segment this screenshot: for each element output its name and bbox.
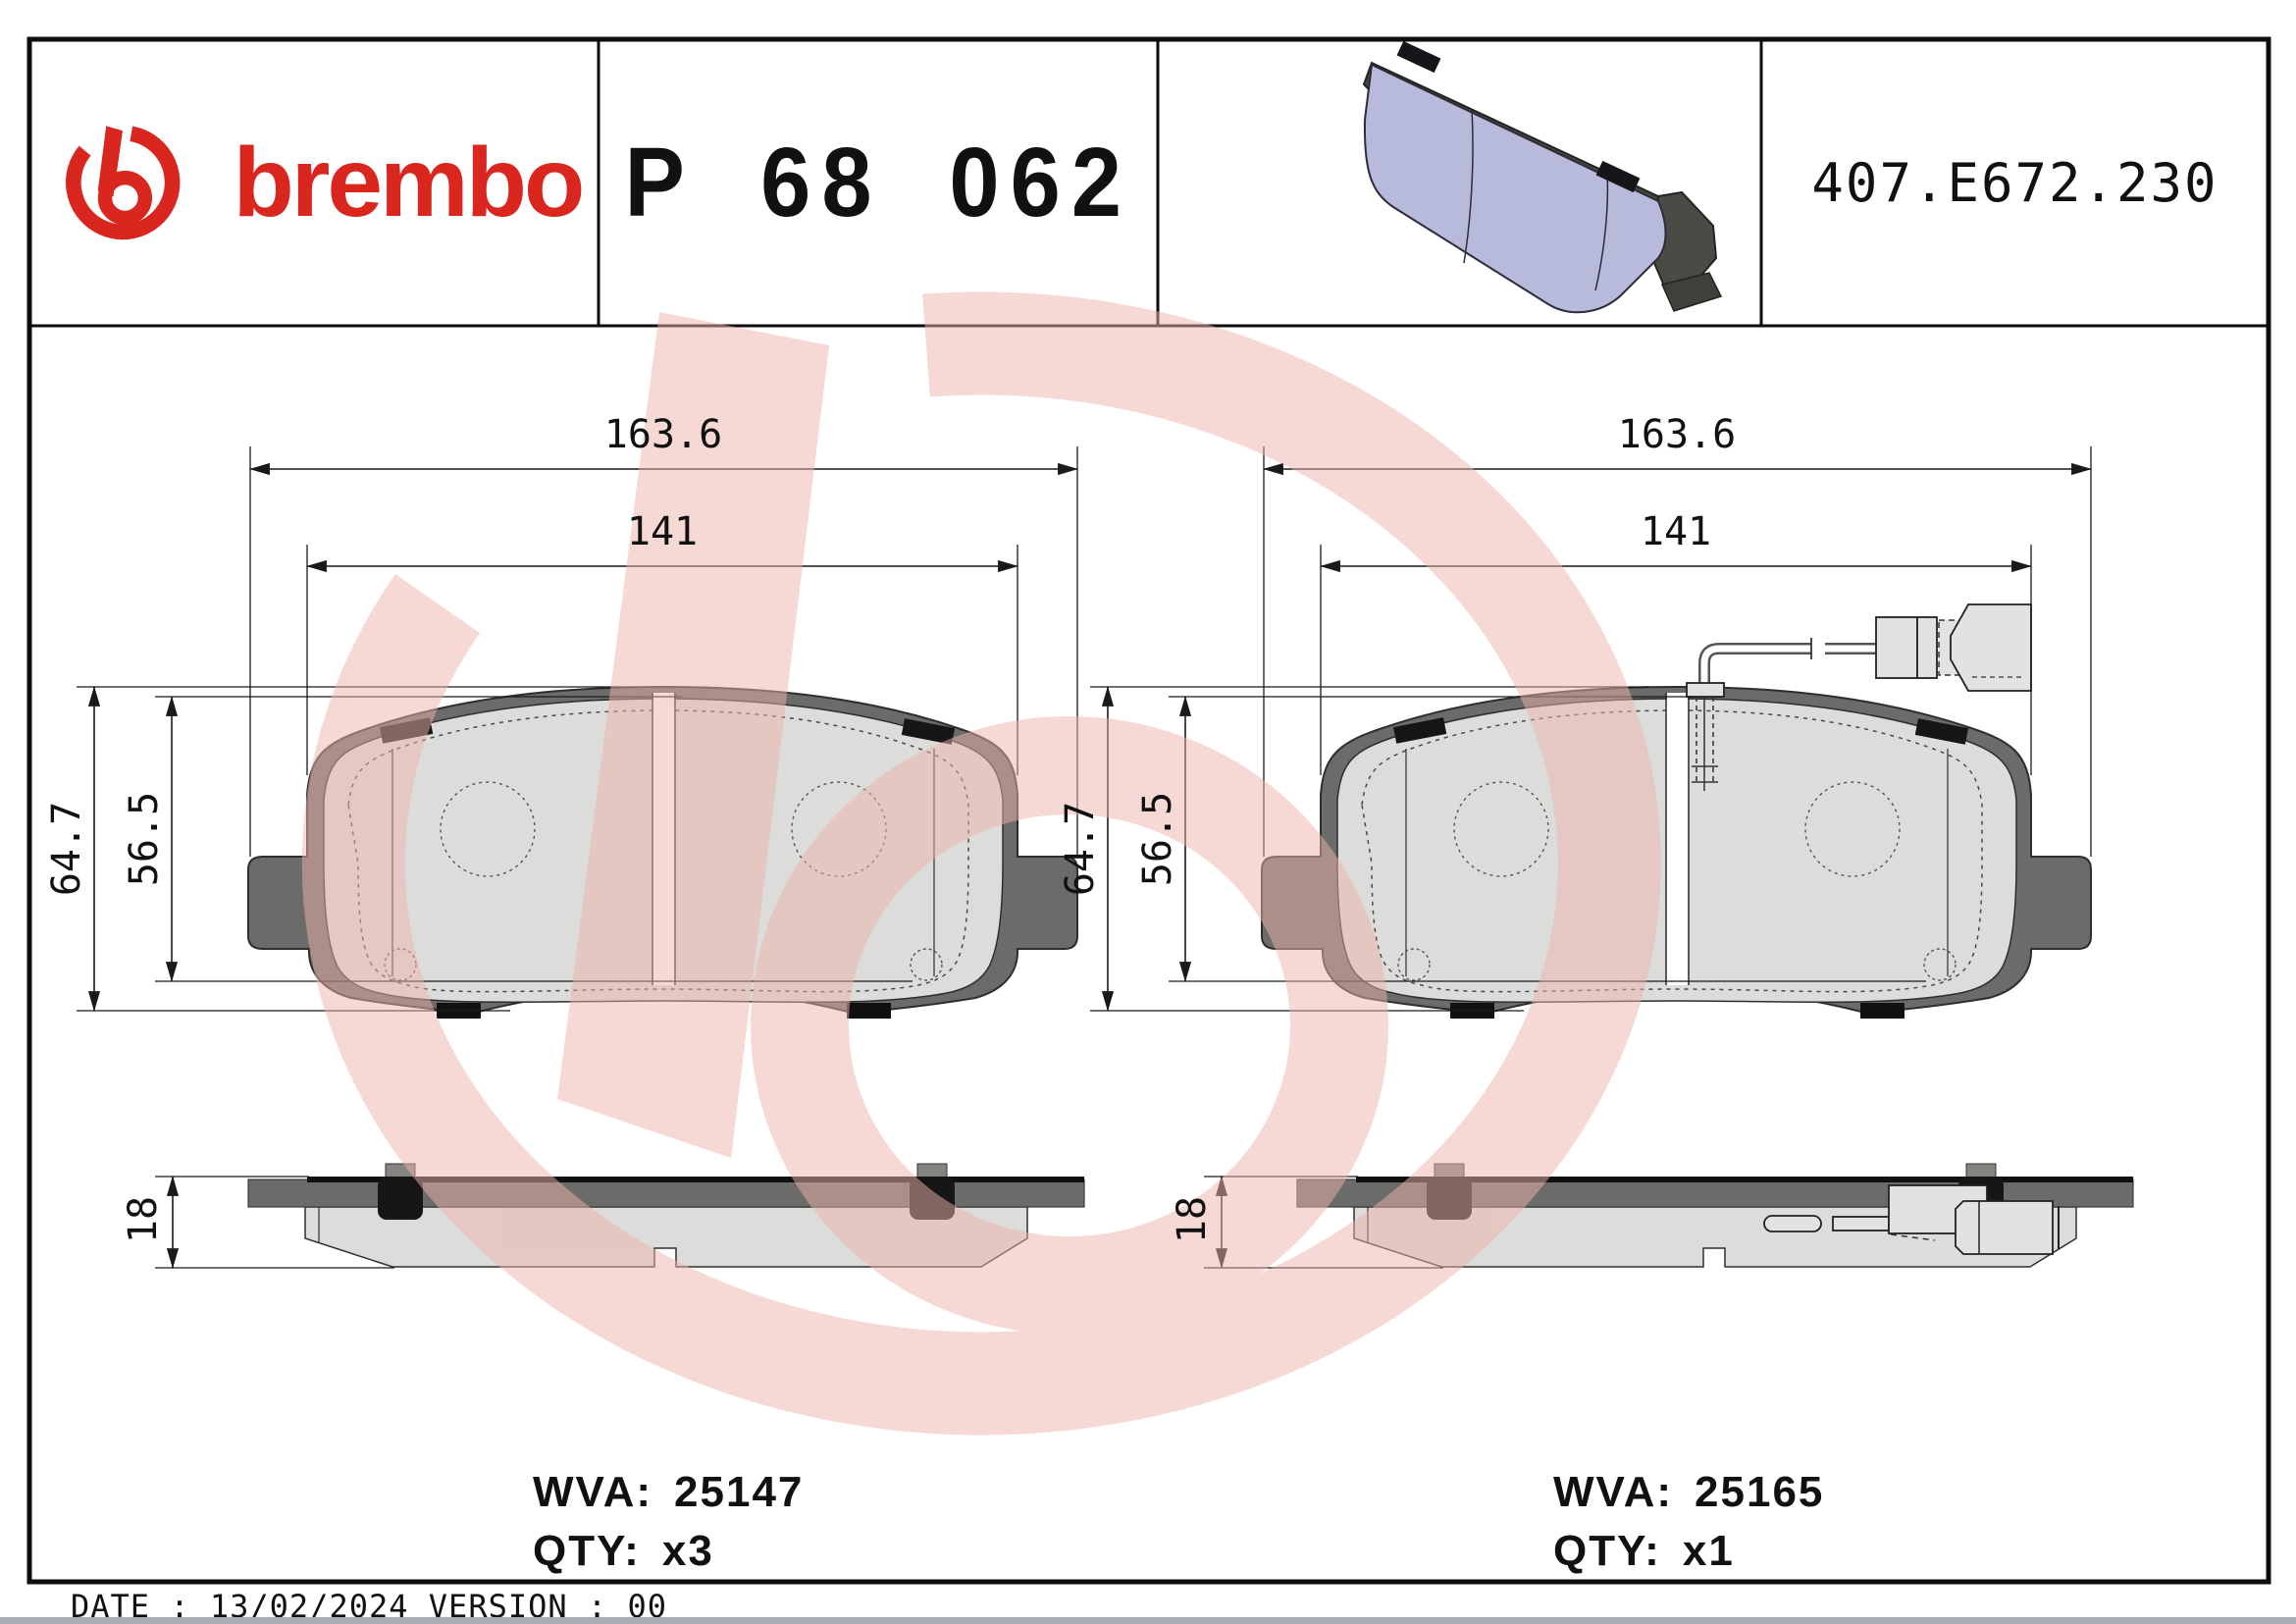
dim-thickness-right: 18 xyxy=(1170,1195,1215,1244)
brand-wordmark: brembo xyxy=(233,127,586,237)
qty-row: QTY: x1 xyxy=(1553,1527,1877,1576)
wva-value: 25165 xyxy=(1695,1468,1825,1516)
wva-label: WVA: xyxy=(533,1468,653,1516)
qty-value: x3 xyxy=(661,1527,714,1575)
part-number: P 68 062 xyxy=(624,127,1132,237)
wva-label: WVA: xyxy=(1553,1468,1674,1516)
dim-overall-width-right: 163.6 xyxy=(1617,412,1737,457)
dim-overall-height-left: 64.7 xyxy=(44,801,89,897)
qty-label: QTY: xyxy=(533,1527,641,1575)
dim-pad-width-left: 141 xyxy=(626,509,699,554)
dim-thickness-left: 18 xyxy=(121,1195,166,1244)
wva-row: WVA: 25147 xyxy=(533,1468,857,1517)
scan-edge-strip xyxy=(0,1617,2296,1624)
wva-value: 25147 xyxy=(674,1468,805,1516)
dim-pad-height-right: 56.5 xyxy=(1135,791,1180,887)
right-pad-info: WVA: 25165 QTY: x1 xyxy=(1553,1468,1877,1586)
brand-cell: brembo xyxy=(59,39,594,326)
part-number-cell: P 68 062 xyxy=(599,39,1158,326)
left-pad-info: WVA: 25147 QTY: x3 xyxy=(533,1468,857,1586)
qty-row: QTY: x3 xyxy=(533,1527,857,1576)
qty-value: x1 xyxy=(1682,1527,1735,1575)
wear-sensor-side xyxy=(1763,1184,2060,1255)
dim-overall-height-right: 64.7 xyxy=(1058,801,1103,897)
qty-label: QTY: xyxy=(1553,1527,1661,1575)
dim-overall-width-left: 163.6 xyxy=(603,412,723,457)
catalog-number: 407.E672.230 xyxy=(1811,151,2218,214)
wva-row: WVA: 25165 xyxy=(1553,1468,1877,1517)
brembo-logo-mark xyxy=(66,126,181,240)
catalog-number-cell: 407.E672.230 xyxy=(1761,39,2269,326)
sheet-border xyxy=(26,36,2271,1585)
brake-pad-3d-render xyxy=(1362,40,1723,314)
wear-sensor-front xyxy=(1686,603,2032,791)
dim-pad-width-right: 141 xyxy=(1640,509,1712,554)
dim-pad-height-left: 56.5 xyxy=(122,791,167,887)
